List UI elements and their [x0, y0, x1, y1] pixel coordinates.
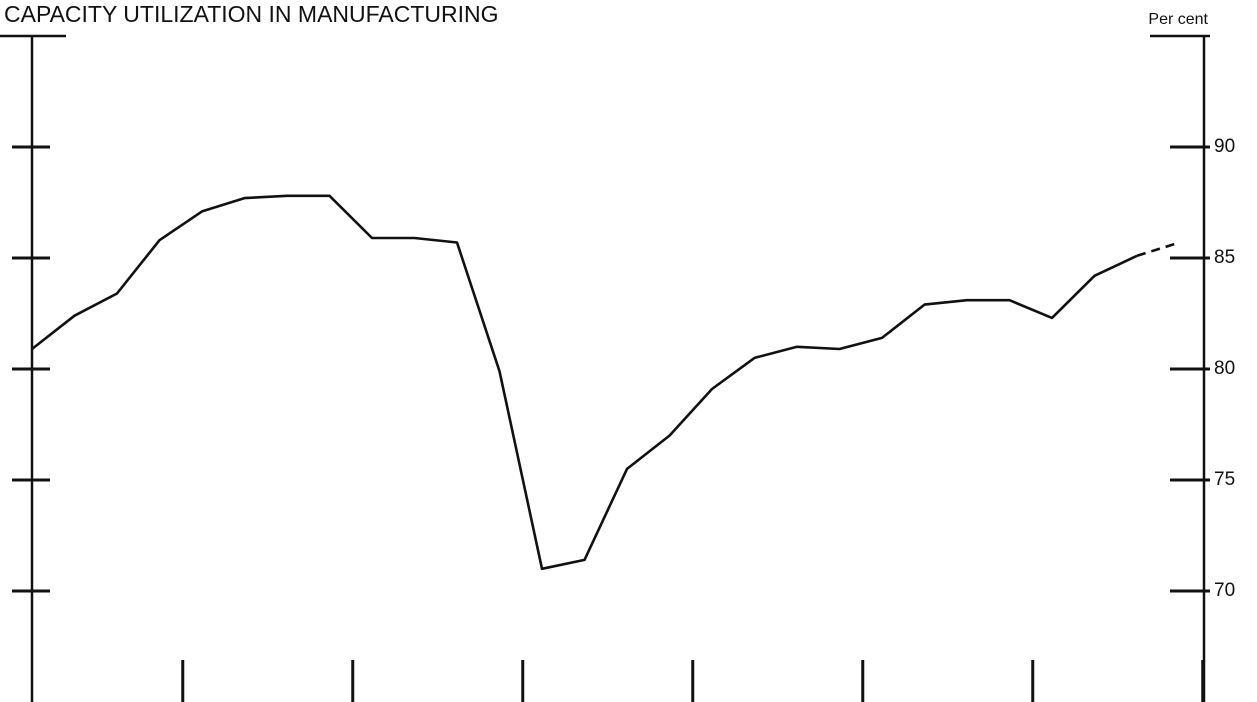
chart-title: CAPACITY UTILIZATION IN MANUFACTURING	[4, 1, 499, 27]
y-tick-label: 70	[1214, 580, 1235, 601]
y-tick-label: 80	[1214, 358, 1235, 379]
y-axis-label: Per cent	[1148, 11, 1208, 28]
y-tick-label: 90	[1214, 136, 1235, 157]
series-line	[1136, 241, 1180, 258]
series-line	[31, 194, 1138, 571]
y-tick-label: 85	[1214, 247, 1235, 268]
y-tick-label: 75	[1214, 469, 1235, 490]
